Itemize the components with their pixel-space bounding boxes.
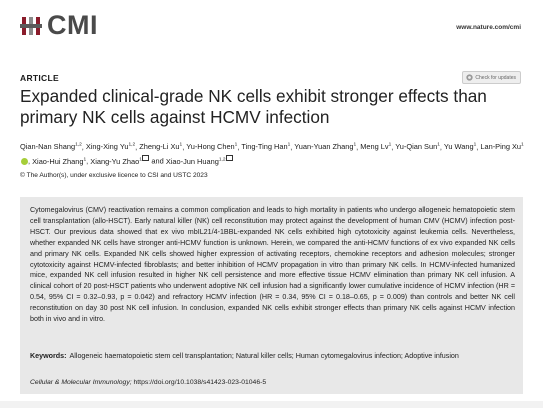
author-separator: , xyxy=(135,142,138,152)
author-separator: , xyxy=(28,156,31,166)
author: Lan-Ping Xu1 xyxy=(20,142,524,165)
author-name: Xiao-Hui Zhang xyxy=(32,156,84,166)
author-name: Yu-Hong Chen xyxy=(186,142,235,152)
author-separator: , xyxy=(391,142,394,152)
author: Xiao-Hui Zhang1 xyxy=(32,157,86,166)
author: Xiang-Yu Zhao1 xyxy=(90,155,150,166)
author-separator: , xyxy=(290,142,293,152)
author-affiliation: 1,2 xyxy=(128,143,136,148)
author: Xiao-Jun Huang1,2 xyxy=(165,155,234,166)
keywords: Keywords: Allogeneic haematopoietic stem … xyxy=(30,351,515,362)
journal-url[interactable]: www.nature.com/cmi xyxy=(456,24,521,31)
article-label: ARTICLE xyxy=(20,73,59,83)
author-affiliation: 1 xyxy=(437,143,440,148)
copyright: © The Author(s), under exclusive licence… xyxy=(20,172,208,179)
logo: CMI xyxy=(20,10,98,41)
author: Yu Wang1 xyxy=(444,142,476,151)
citation: Cellular & Molecular Immunology; https:/… xyxy=(30,379,266,386)
author-name: Xiang-Yu Zhao xyxy=(90,156,140,166)
author-name: Lan-Ping Xu xyxy=(480,142,522,152)
author-name: Zheng-Li Xu xyxy=(139,142,180,152)
abstract: Cytomegalovirus (CMV) reactivation remai… xyxy=(30,206,515,324)
author-name: Ting-Ting Han xyxy=(241,142,288,152)
keywords-label: Keywords: xyxy=(30,352,67,360)
author-affiliation: 1 xyxy=(83,157,87,163)
author-affiliation: 1 xyxy=(521,143,524,148)
author: Meng Lv1 xyxy=(360,142,391,151)
author: Yu-Qian Sun1 xyxy=(395,142,440,151)
authors: Qian-Nan Shang1,2, Xing-Xing Yu1,2, Zhen… xyxy=(20,139,525,168)
logo-icon xyxy=(20,16,42,35)
author: Qian-Nan Shang1,2 xyxy=(20,142,82,151)
doi[interactable]: https://doi.org/10.1038/s41423-023-01046… xyxy=(133,379,267,386)
check-updates-badge[interactable]: Check for updates xyxy=(462,71,521,84)
author-name: Xing-Xing Yu xyxy=(85,142,129,152)
author: Xing-Xing Yu1,2 xyxy=(86,142,135,151)
author-separator: , xyxy=(237,142,240,152)
orcid-icon xyxy=(21,157,28,165)
author-affiliation: 1,2 xyxy=(75,143,82,148)
keywords-text: Allogeneic haematopoietic stem cell tran… xyxy=(69,352,459,360)
author-conjunction: and xyxy=(151,156,164,166)
author-name: Xiao-Jun Huang xyxy=(165,156,219,166)
author: Yu-Hong Chen1 xyxy=(186,142,237,151)
journal-name: Cellular & Molecular Immunology; xyxy=(30,379,132,386)
author-separator: , xyxy=(81,142,84,152)
author-affiliation: 1 xyxy=(473,143,477,148)
author-affiliation: 1,2 xyxy=(218,157,226,163)
abstract-box xyxy=(20,197,523,394)
author-separator: , xyxy=(182,142,185,152)
article-title: Expanded clinical-grade NK cells exhibit… xyxy=(20,86,487,127)
mail-icon xyxy=(142,155,150,161)
author: Zheng-Li Xu1 xyxy=(139,142,182,151)
logo-text: CMI xyxy=(47,10,98,40)
badge-icon xyxy=(466,74,474,81)
author-affiliation: 1 xyxy=(388,143,392,148)
author-affiliation: 1 xyxy=(353,143,357,148)
author-affiliation: 1 xyxy=(179,143,183,148)
author-separator: , xyxy=(476,142,479,152)
author-affiliation: 1 xyxy=(287,143,291,148)
author: Ting-Ting Han1 xyxy=(241,142,290,151)
badge-text[interactable]: Check for updates xyxy=(475,74,516,81)
bottom-strip xyxy=(0,401,543,408)
author-affiliation: 1 xyxy=(234,143,238,148)
author-separator: , xyxy=(356,142,359,152)
author-separator: , xyxy=(86,156,89,166)
author-name: Yu-Qian Sun xyxy=(395,142,438,152)
author-affiliation: 1 xyxy=(139,157,142,163)
author-name: Yu Wang xyxy=(443,142,474,152)
author-separator: , xyxy=(439,142,442,152)
author-name: Qian-Nan Shang xyxy=(20,142,76,152)
author-name: Yuan-Yuan Zhang xyxy=(294,142,354,152)
mail-icon xyxy=(226,155,234,161)
author-name: Meng Lv xyxy=(360,142,389,152)
author: Yuan-Yuan Zhang1 xyxy=(294,142,356,151)
